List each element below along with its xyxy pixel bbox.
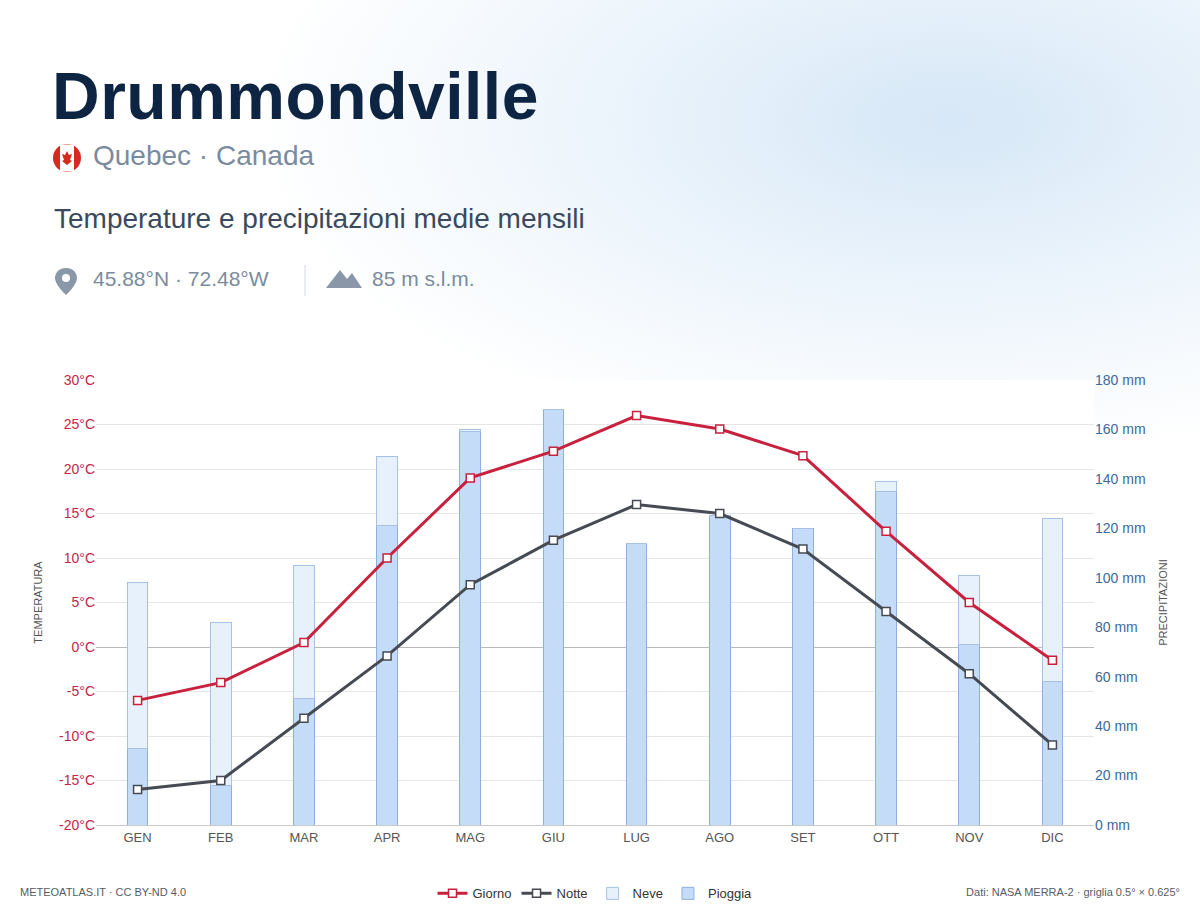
svg-text:0 mm: 0 mm xyxy=(1095,817,1130,833)
html-text:Quebec · Canada: Quebec · Canada xyxy=(93,140,314,171)
svg-text:SET: SET xyxy=(790,830,815,845)
svg-text:80 mm: 80 mm xyxy=(1095,619,1138,635)
svg-text:LUG: LUG xyxy=(623,830,650,845)
svg-text:40 mm: 40 mm xyxy=(1095,718,1138,734)
svg-text:TEMPERATURA: TEMPERATURA xyxy=(32,561,44,644)
svg-text:MAR: MAR xyxy=(289,830,318,845)
svg-text:PRECIPITAZIONI: PRECIPITAZIONI xyxy=(1157,559,1169,646)
svg-text:APR: APR xyxy=(374,830,401,845)
svg-text:Notte: Notte xyxy=(557,886,588,901)
svg-text:100 mm: 100 mm xyxy=(1095,570,1146,586)
svg-text:-15°C: -15°C xyxy=(59,772,95,788)
svg-text:25°C: 25°C xyxy=(64,416,95,432)
svg-text:-20°C: -20°C xyxy=(59,817,95,833)
svg-text:Pioggia: Pioggia xyxy=(708,886,752,901)
html-text:45.88°N · 72.48°W: 45.88°N · 72.48°W xyxy=(93,267,269,290)
svg-text:FEB: FEB xyxy=(208,830,233,845)
svg-text:-5°C: -5°C xyxy=(67,683,95,699)
svg-text:MAG: MAG xyxy=(455,830,485,845)
svg-text:AGO: AGO xyxy=(705,830,734,845)
svg-text:60 mm: 60 mm xyxy=(1095,669,1138,685)
svg-text:20°C: 20°C xyxy=(64,461,95,477)
html-text:Dati: NASA MERRA-2 · griglia 0: Dati: NASA MERRA-2 · griglia 0.5° × 0.62… xyxy=(966,886,1180,898)
svg-text:15°C: 15°C xyxy=(64,505,95,521)
svg-text:180 mm: 180 mm xyxy=(1095,372,1146,388)
html-text:METEOATLAS.IT · CC BY-ND 4.0: METEOATLAS.IT · CC BY-ND 4.0 xyxy=(20,886,187,898)
svg-text:0°C: 0°C xyxy=(72,639,96,655)
svg-text:5°C: 5°C xyxy=(72,594,96,610)
svg-text:140 mm: 140 mm xyxy=(1095,471,1146,487)
svg-text:120 mm: 120 mm xyxy=(1095,520,1146,536)
html-text:Drummondville: Drummondville xyxy=(52,59,539,133)
svg-text:OTT: OTT xyxy=(873,830,899,845)
svg-text:Giorno: Giorno xyxy=(473,886,512,901)
html-text:Temperature e precipitazioni m: Temperature e precipitazioni medie mensi… xyxy=(54,203,585,234)
svg-text:30°C: 30°C xyxy=(64,372,95,388)
svg-text:Neve: Neve xyxy=(633,886,663,901)
svg-text:20 mm: 20 mm xyxy=(1095,767,1138,783)
svg-text:10°C: 10°C xyxy=(64,550,95,566)
svg-text:GEN: GEN xyxy=(123,830,151,845)
svg-text:NOV: NOV xyxy=(955,830,984,845)
html-text:85 m s.l.m.: 85 m s.l.m. xyxy=(372,267,475,290)
svg-text:GIU: GIU xyxy=(542,830,565,845)
svg-text:-10°C: -10°C xyxy=(59,728,95,744)
svg-text:DIC: DIC xyxy=(1041,830,1063,845)
svg-text:160 mm: 160 mm xyxy=(1095,421,1146,437)
